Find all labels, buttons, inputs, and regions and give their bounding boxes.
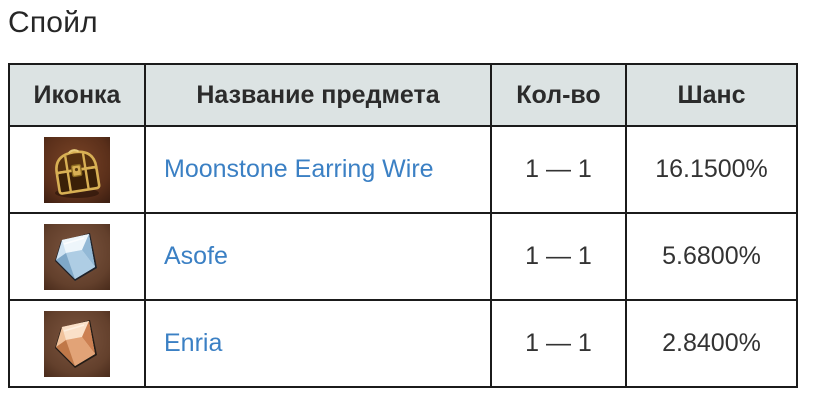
item-quantity: 1 — 1 (490, 212, 627, 301)
item-name-cell: Enria (144, 299, 492, 388)
item-chance: 5.6800% (625, 212, 798, 301)
orange-crystal-icon (44, 310, 110, 377)
table-row: Asofe 1 — 1 5.6800% (8, 212, 798, 301)
table-row: Moonstone Earring Wire 1 — 1 16.1500% (8, 125, 798, 214)
item-chance: 2.8400% (625, 299, 798, 388)
item-quantity: 1 — 1 (490, 299, 627, 388)
item-name-cell: Moonstone Earring Wire (144, 125, 492, 214)
item-quantity: 1 — 1 (490, 125, 627, 214)
blue-crystal-icon (44, 223, 110, 290)
table-header: Иконка Название предмета Кол-во Шанс (8, 63, 798, 127)
item-icon-cell (8, 212, 146, 301)
item-icon-cell (8, 125, 146, 214)
col-header-item-name: Название предмета (144, 63, 492, 127)
item-link[interactable]: Moonstone Earring Wire (164, 155, 434, 183)
item-name-cell: Asofe (144, 212, 492, 301)
treasure-chest-icon (44, 136, 110, 203)
table-row: Enria 1 — 1 2.8400% (8, 299, 798, 388)
item-icon-cell (8, 299, 146, 388)
page-title: Спойл (8, 6, 98, 39)
spoil-table: Иконка Название предмета Кол-во Шанс (8, 63, 798, 388)
col-header-chance: Шанс (625, 63, 798, 127)
item-link[interactable]: Asofe (164, 242, 228, 270)
item-link[interactable]: Enria (164, 329, 223, 357)
col-header-icon: Иконка (8, 63, 146, 127)
col-header-quantity: Кол-во (490, 63, 627, 127)
item-chance: 16.1500% (625, 125, 798, 214)
